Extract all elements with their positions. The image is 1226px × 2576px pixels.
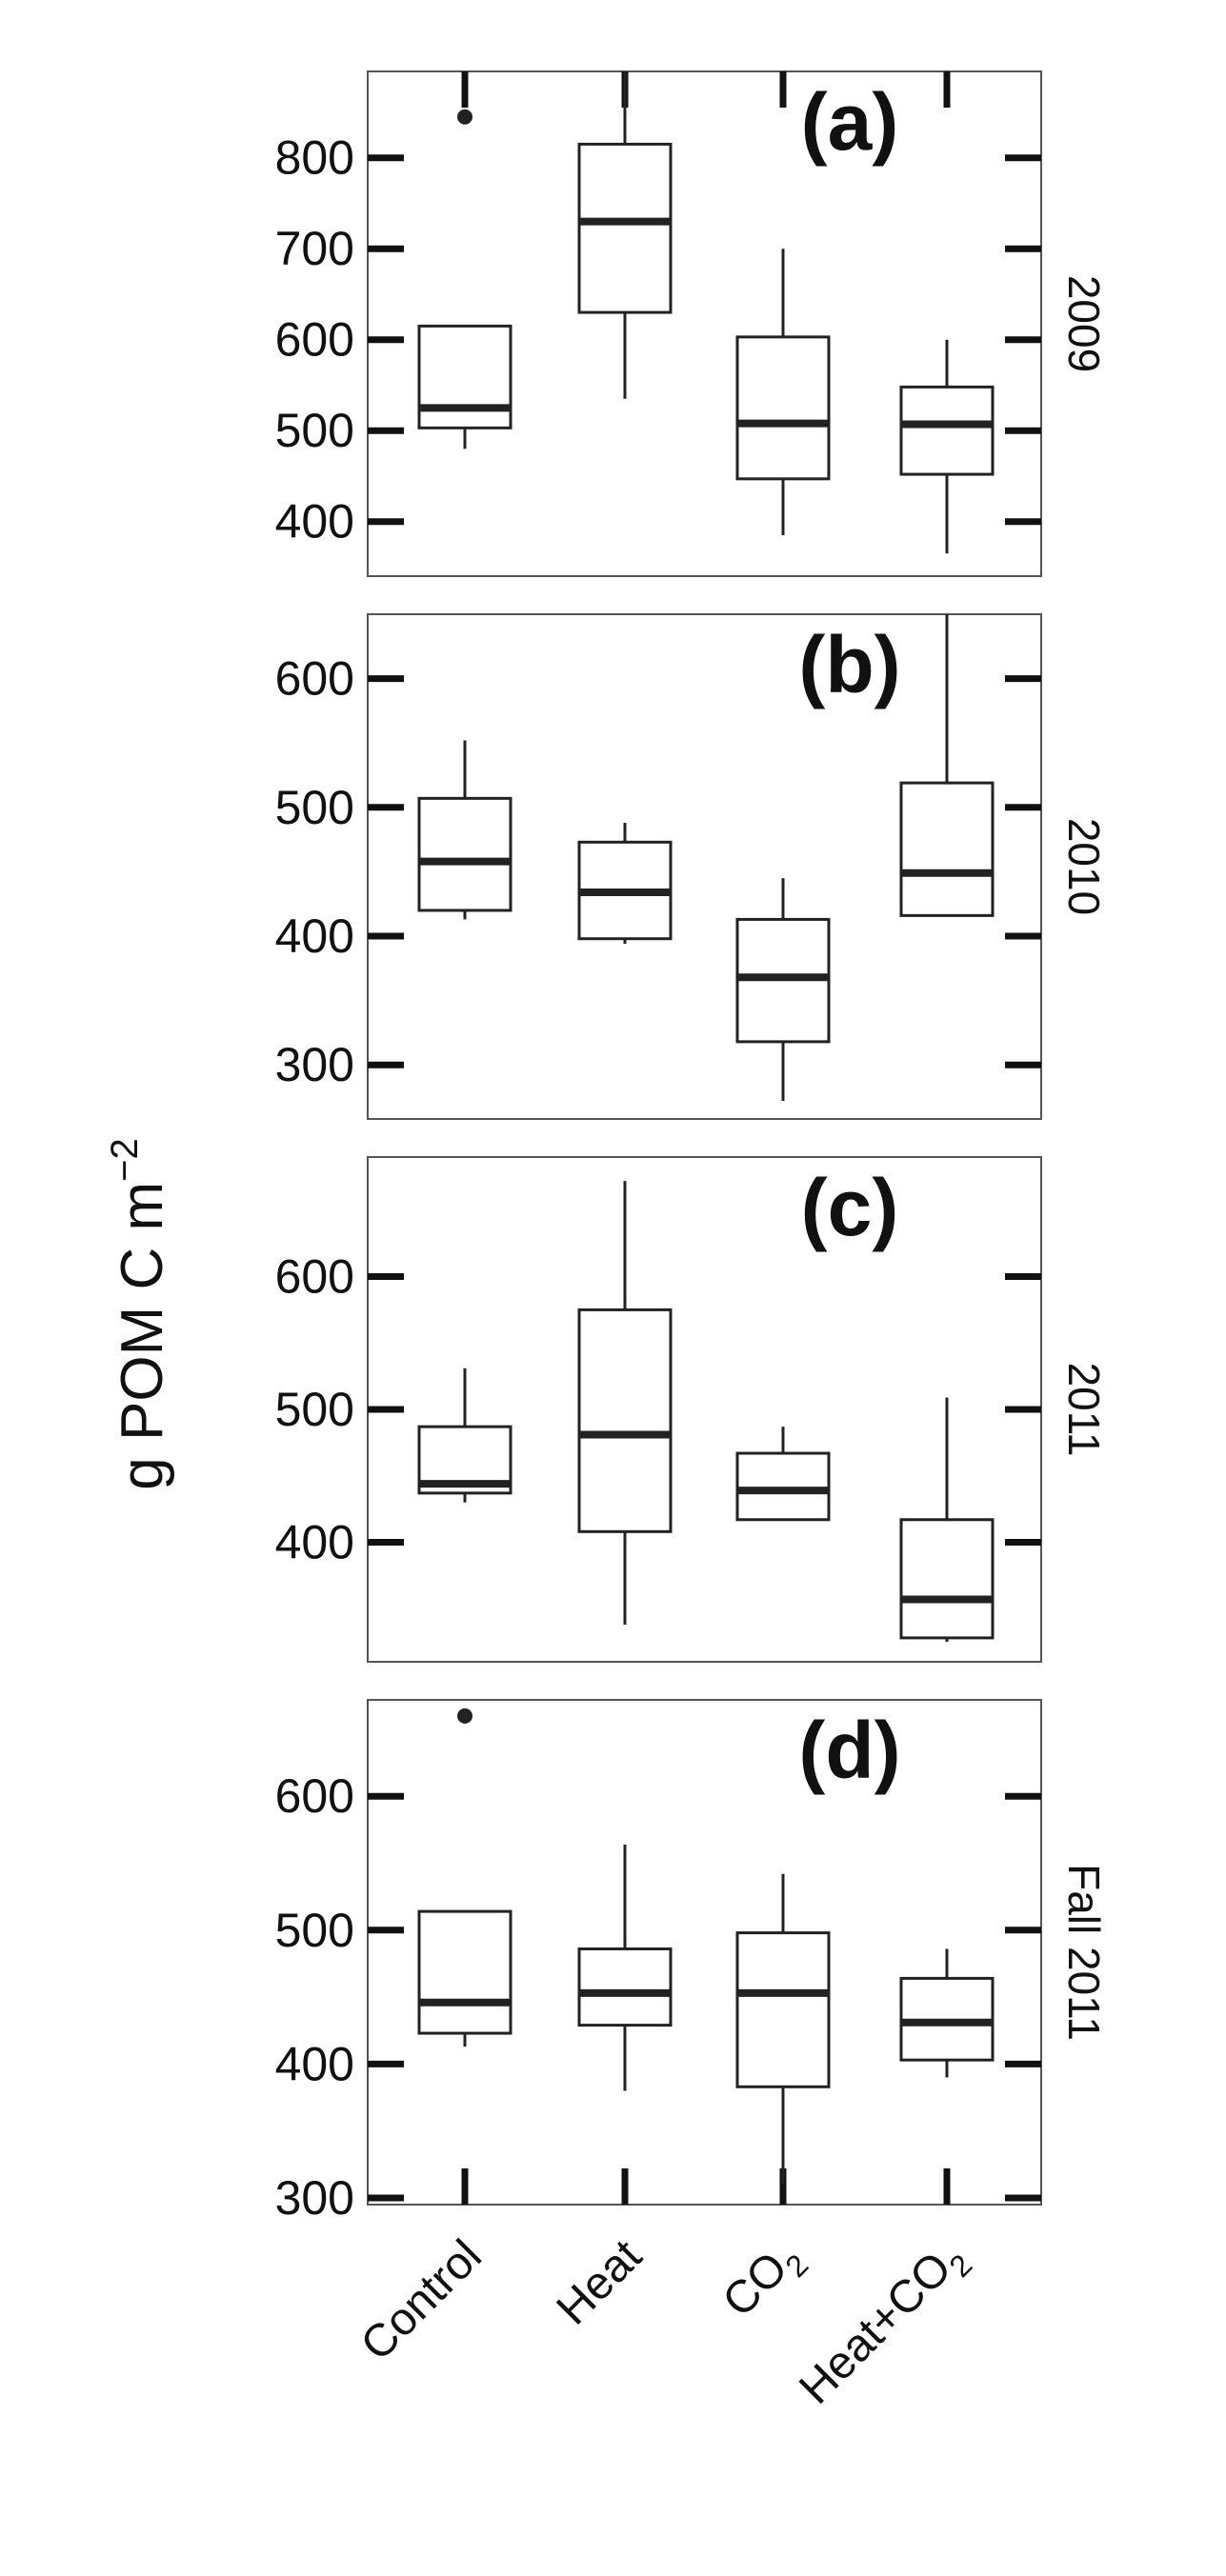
panels-layer: 400 500 600 700 800 (a) 2009 300 400 500 600 (b) 201… [275, 70, 1109, 2225]
strip-label: 2010 [1059, 818, 1109, 915]
y-tick-label: 600 [275, 313, 354, 367]
x-tick-label: CO2 [713, 2230, 815, 2332]
box-control [417, 109, 513, 449]
axis-title-layer: g POM C m−2 [104, 1138, 175, 1489]
x-tick-label-text: Control [352, 2230, 492, 2370]
panel-4: 300 400 500 600 (d) Fall 2011 [275, 1699, 1109, 2225]
box-control [417, 1368, 513, 1503]
x-tick-label: Control [352, 2230, 492, 2370]
strip-label: Fall 2011 [1059, 1864, 1109, 2041]
y-axis-label-superscript: −2 [104, 1138, 146, 1182]
y-tick-label: 400 [275, 1515, 354, 1568]
panel-frame [367, 70, 1042, 577]
box-iqr [417, 796, 513, 912]
y-tick-label: 400 [275, 495, 354, 549]
x-tick-label: Heat [548, 2230, 652, 2334]
y-tick-label: 400 [275, 909, 354, 963]
panel-frame [367, 613, 1042, 1120]
box-iqr [577, 1308, 673, 1533]
x-tick-label-text: Heat [548, 2230, 652, 2334]
box-heat-co [899, 339, 995, 554]
box-co [735, 878, 831, 1102]
box-iqr [735, 1451, 831, 1522]
box-iqr [899, 781, 995, 917]
box-co [735, 1427, 831, 1522]
y-tick-label: 500 [275, 404, 354, 457]
y-axis-label-text: g POM C m [110, 1182, 175, 1490]
box-heat [577, 71, 673, 399]
panel-3: 400 500 600 (c) 2011 [275, 1156, 1109, 1663]
box-heat [577, 1844, 673, 2091]
panel-tag: (c) [801, 1163, 899, 1252]
box-heat [577, 823, 673, 945]
y-tick-label: 500 [275, 781, 354, 834]
y-tick-label: 600 [275, 652, 354, 706]
y-tick-label: 600 [275, 1769, 354, 1823]
x-tick-label: Heat+CO2 [790, 2230, 978, 2419]
box-heat-co [899, 614, 995, 917]
y-tick-label: 500 [275, 1383, 354, 1436]
outlier-point [457, 109, 472, 125]
panel-tag: (d) [798, 1706, 900, 1795]
box-iqr [735, 335, 831, 481]
y-tick-label: 300 [275, 1038, 354, 1091]
strip-label: 2009 [1059, 275, 1109, 372]
box-iqr [899, 385, 995, 476]
y-tick-label: 600 [275, 1250, 354, 1304]
box-heat-co [899, 1948, 995, 2078]
box-co [735, 1873, 831, 2185]
panel-frame [367, 1699, 1042, 2206]
box-iqr [417, 324, 513, 429]
strip-label: 2011 [1059, 1363, 1109, 1457]
x-tick-label-text: Heat+CO [790, 2243, 961, 2414]
box-iqr [899, 1518, 995, 1640]
box-iqr [577, 1947, 673, 2027]
box-iqr [417, 1909, 513, 2035]
panel-tag: (b) [798, 620, 900, 709]
box-heat [577, 1181, 673, 1625]
y-tick-label: 500 [275, 1904, 354, 1957]
panel-1: 400 500 600 700 800 (a) 2009 [275, 70, 1109, 577]
box-control [417, 1707, 513, 2047]
box-iqr [735, 1931, 831, 2088]
outlier-point [457, 1707, 472, 1724]
box-co [735, 249, 831, 536]
panel-tag: (a) [801, 77, 899, 167]
box-control [417, 740, 513, 920]
y-tick-label: 800 [275, 131, 354, 185]
box-heat-co [899, 1397, 995, 1643]
panel-2: 300 400 500 600 (b) 2010 [275, 613, 1109, 1120]
y-axis-label: g POM C m−2 [104, 1138, 175, 1489]
y-tick-label: 700 [275, 222, 354, 275]
y-tick-label: 300 [275, 2171, 354, 2225]
y-tick-label: 400 [275, 2037, 354, 2090]
box-iqr [577, 142, 673, 314]
